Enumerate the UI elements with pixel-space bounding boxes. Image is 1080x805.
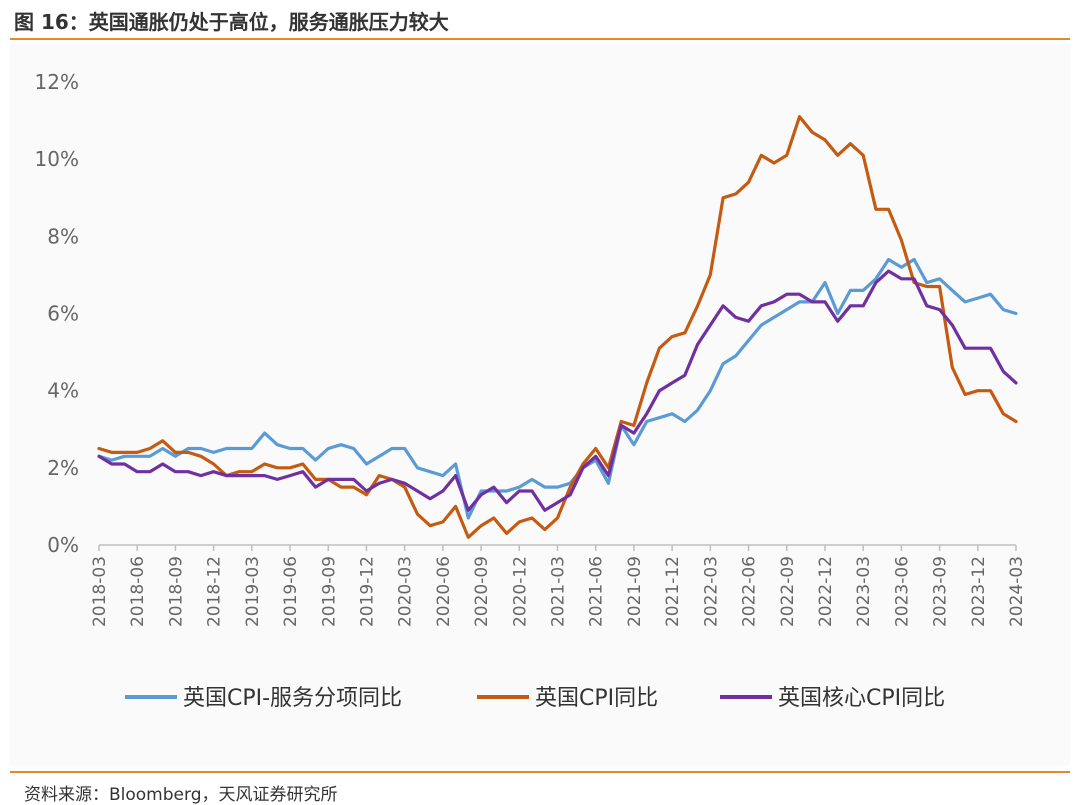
x-axis: 2018-03 2018-06 2018-09 2018-12 2019-03 2019-…: [90, 544, 1027, 627]
x-tick-label: 2021-06: [587, 556, 607, 627]
figure-title: 图 16：英国通胀仍处于高位，服务通胀压力较大: [14, 10, 449, 34]
y-axis-ticks: 0% 2% 4% 6% 8% 10% 12%: [35, 70, 79, 557]
source-note: 资料来源：Bloomberg，天风证券研究所: [24, 785, 338, 805]
footer-divider: [10, 771, 1070, 773]
y-tick-label: 4%: [47, 379, 79, 403]
x-tick-label: 2019-09: [319, 556, 339, 627]
x-tick-label: 2019-12: [357, 556, 377, 627]
x-tick-label: 2021-09: [625, 556, 645, 627]
x-tick-label: 2023-12: [969, 556, 989, 627]
x-tick-label: 2019-06: [281, 556, 301, 627]
y-tick-label: 10%: [35, 147, 79, 171]
series-line-0: [97, 257, 1018, 520]
series-line-2: [97, 269, 1018, 512]
x-tick-label: 2018-12: [205, 556, 225, 627]
x-tick-label: 2023-03: [854, 556, 874, 627]
x-tick-label: 2022-09: [778, 556, 798, 627]
x-tick-label: 2023-06: [892, 556, 912, 627]
x-tick-label: 2021-12: [663, 556, 683, 627]
series-line-1: [97, 115, 1018, 539]
x-tick-label: 2023-09: [931, 556, 951, 627]
legend-label-1: 英国CPI同比: [535, 686, 658, 711]
x-tick-label: 2018-06: [128, 556, 148, 627]
x-tick-label: 2020-09: [472, 556, 492, 627]
x-tick-label: 2019-03: [243, 556, 263, 627]
x-tick-label: 2020-12: [510, 556, 530, 627]
legend-label-0: 英国CPI-服务分项同比: [183, 686, 402, 711]
x-tick-label: 2020-03: [396, 556, 416, 627]
x-tick-label: 2024-03: [1007, 556, 1027, 627]
y-tick-label: 6%: [47, 302, 79, 326]
x-tick-label: 2022-03: [701, 556, 721, 627]
chart-background: [10, 44, 1070, 766]
x-tick-label: 2018-03: [90, 556, 110, 627]
x-tick-label: 2020-06: [434, 556, 454, 627]
title-divider: [10, 38, 1070, 40]
chart-legend: 英国CPI-服务分项同比 英国CPI同比 英国核心CPI同比: [125, 686, 945, 711]
legend-label-2: 英国核心CPI同比: [778, 686, 945, 711]
x-tick-label: 2022-12: [816, 556, 836, 627]
series-lines: [97, 115, 1018, 539]
x-tick-label: 2018-09: [166, 556, 186, 627]
x-tick-label: 2022-06: [740, 556, 760, 627]
x-tick-label: 2021-03: [549, 556, 569, 627]
y-tick-label: 12%: [35, 70, 79, 94]
y-tick-label: 8%: [47, 224, 79, 248]
y-tick-label: 0%: [47, 533, 79, 557]
y-tick-label: 2%: [47, 456, 79, 480]
